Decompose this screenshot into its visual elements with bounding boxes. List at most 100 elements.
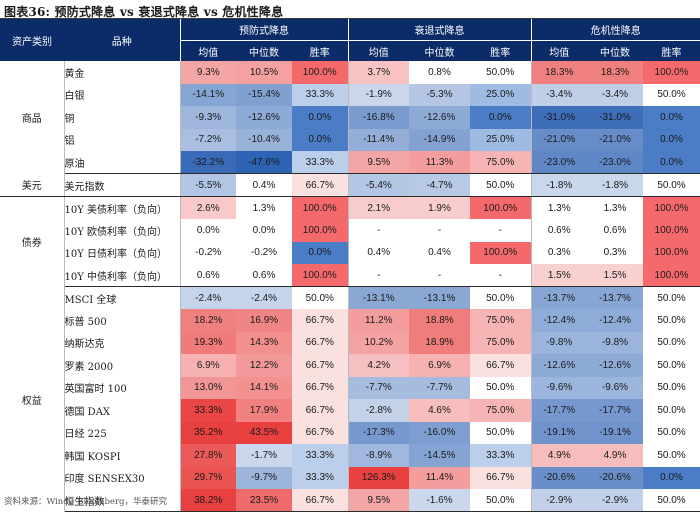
median-cell: 18.9% <box>409 331 470 354</box>
variety-name: MSCI 全球 <box>64 294 117 306</box>
mean-cell: -20.6% <box>530 466 587 489</box>
median-cell: 0.4% <box>236 173 292 197</box>
win-rate-cell: 0.0% <box>470 106 531 129</box>
median-cell: -12.4% <box>587 309 643 332</box>
median-cell: 4.9% <box>587 444 643 467</box>
median-cell: - <box>409 219 470 242</box>
mean-cell: -5.5% <box>179 173 236 197</box>
header-variety: 品种 <box>64 19 180 61</box>
mean-cell: 1.3% <box>530 196 587 219</box>
mean-cell: 2.6% <box>179 196 236 219</box>
win-rate-cell: 100.0% <box>292 61 348 84</box>
table-row: 纳斯达克 19.3% 14.3% 66.7% 10.2% 18.9% 75.0% -9.8% -… <box>0 331 700 354</box>
table-row: 商品 黄金 9.3% 10.5% 100.0% 3.7% 0.8% 50.0% 18.3% 18.… <box>0 61 700 174</box>
table-row: 铝 -7.2% -10.4% 0.0% -11.4% -14.9% 25.0% -21.0% -… <box>0 128 700 151</box>
mean-cell: -17.3% <box>347 421 409 444</box>
win-rate-cell: 0.0% <box>292 106 348 129</box>
table-row: 10Y 日债利率（负向） -0.2% -0.2% 0.0% 0.4% 0.4% 100.0%… <box>0 241 700 264</box>
median-cell: 43.5% <box>236 421 292 444</box>
header-mean: 均值 <box>347 40 409 61</box>
win-rate-cell: 100.0% <box>292 264 348 287</box>
mean-cell: 38.2% <box>179 489 236 512</box>
median-cell: -1.7% <box>236 444 292 467</box>
variety-name: 10Y 欧债利率（负向） <box>64 226 168 238</box>
win-rate-cell: 33.3% <box>470 444 531 467</box>
median-cell: 0.6% <box>587 219 643 242</box>
asset-class-label: 美元 <box>0 173 65 197</box>
mean-cell: -31.0% <box>530 106 587 129</box>
mean-cell: -21.0% <box>530 128 587 151</box>
win-rate-cell: 50.0% <box>643 376 700 399</box>
win-rate-cell: 100.0% <box>643 196 700 219</box>
variety-name: 美元指数 <box>64 173 180 197</box>
table-row: 白银 -14.1% -15.4% 33.3% -1.9% -5.3% 25.0% -3.4% -… <box>0 83 700 106</box>
median-cell: -19.1% <box>587 421 643 444</box>
median-cell: -13.7% <box>587 286 643 309</box>
mean-cell: 18.3% <box>530 61 587 84</box>
win-rate-cell: 100.0% <box>643 241 700 264</box>
table-row: 铜 -9.3% -12.6% 0.0% -16.8% -12.6% 0.0% -31.0% -3… <box>0 106 700 129</box>
median-cell: 16.9% <box>236 309 292 332</box>
median-cell: -2.9% <box>587 489 643 512</box>
win-rate-cell: 0.0% <box>643 106 700 129</box>
median-cell: 0.8% <box>409 61 470 84</box>
win-rate-cell: 33.3% <box>292 151 348 174</box>
win-rate-cell: 66.7% <box>292 354 348 377</box>
win-rate-cell: 75.0% <box>470 151 531 174</box>
win-rate-cell: 33.3% <box>292 444 348 467</box>
win-rate-cell: 50.0% <box>643 83 700 106</box>
mean-cell: 9.3% <box>179 61 236 84</box>
median-cell: -12.6% <box>587 354 643 377</box>
source-note: 资料来源：Wind，Bloomberg，华泰研究 <box>4 497 167 507</box>
mean-cell: 29.7% <box>179 466 236 489</box>
win-rate-cell: 50.0% <box>470 61 531 84</box>
win-rate-cell: 50.0% <box>643 421 700 444</box>
rate-cut-comparison-table: 资产类别 品种 预防式降息 衰退式降息 危机性降息 均值 中位数 胜率 均值 中… <box>0 19 700 512</box>
variety-name: 白银 <box>64 91 85 103</box>
median-cell: 0.0% <box>236 219 292 242</box>
median-cell: 18.3% <box>587 61 643 84</box>
median-cell: -16.0% <box>409 421 470 444</box>
variety-name: 韩国 KOSPI <box>64 451 121 463</box>
mean-cell: -13.7% <box>530 286 587 309</box>
win-rate-cell: 66.7% <box>470 466 531 489</box>
win-rate-cell: 100.0% <box>292 196 348 219</box>
table-row: 英国富时 100 13.0% 14.1% 66.7% -7.7% -7.7% 50.0% -9… <box>0 376 700 399</box>
median-cell: -17.7% <box>587 399 643 422</box>
median-cell: -14.9% <box>409 128 470 151</box>
win-rate-cell: 50.0% <box>643 173 700 197</box>
win-rate-cell: 100.0% <box>643 264 700 287</box>
win-rate-cell: 66.7% <box>470 354 531 377</box>
mean-cell: 27.8% <box>179 444 236 467</box>
mean-cell: 0.0% <box>179 219 236 242</box>
variety-name: 标普 500 <box>64 316 107 328</box>
mean-cell: 4.2% <box>347 354 409 377</box>
mean-cell: 6.9% <box>179 354 236 377</box>
win-rate-cell: 50.0% <box>292 286 348 309</box>
variety-name: 铝 <box>64 136 75 148</box>
median-cell: 10.5% <box>236 61 292 84</box>
variety-name: 纳斯达克 <box>64 339 105 351</box>
median-cell: 0.4% <box>409 241 470 264</box>
win-rate-cell: 33.3% <box>292 83 348 106</box>
table-row: 原油 -32.2% -47.6% 33.3% 9.5% 11.3% 75.0% -23.0% -… <box>0 151 700 174</box>
table-row: 10Y 欧债利率（负向） 0.0% 0.0% 100.0% - - -0.6% 0.6% 100… <box>0 219 700 242</box>
variety-name: 铜 <box>64 113 75 125</box>
mean-cell: -13.1% <box>347 286 409 309</box>
win-rate-cell: 25.0% <box>470 128 531 151</box>
win-rate-cell: 50.0% <box>643 399 700 422</box>
table-row: 债券 10Y 美债利率（负向） 2.6% 1.3% 100.0% 2.1% 1.9% 100.… <box>0 196 700 287</box>
mean-cell: 19.3% <box>179 331 236 354</box>
table-row: 恒生指数 38.2% 23.5% 66.7% 9.5% -1.6% 50.0% -2.9% -2… <box>0 489 700 512</box>
win-rate-cell: 50.0% <box>470 173 531 197</box>
win-rate-cell: 50.0% <box>470 286 531 309</box>
table-row: 美元 美元指数 -5.5% 0.4% 66.7% -5.4% -4.7% 50.0% -1.8%… <box>0 173 700 197</box>
table-body: 商品 黄金 9.3% 10.5% 100.0% 3.7% 0.8% 50.0% 18.3% 18.… <box>0 61 700 512</box>
table-row: 印度 SENSEX30 29.7% -9.7% 33.3% 126.3% 11.4% 66.… <box>0 466 700 489</box>
median-cell: 1.3% <box>587 196 643 219</box>
median-cell: -15.4% <box>236 83 292 106</box>
win-rate-cell: 50.0% <box>470 421 531 444</box>
figure-title: 图表36: 预防式降息 vs 衰退式降息 vs 危机性降息 <box>4 5 284 19</box>
win-rate-cell: 66.7% <box>292 376 348 399</box>
win-rate-cell: 0.0% <box>643 151 700 174</box>
